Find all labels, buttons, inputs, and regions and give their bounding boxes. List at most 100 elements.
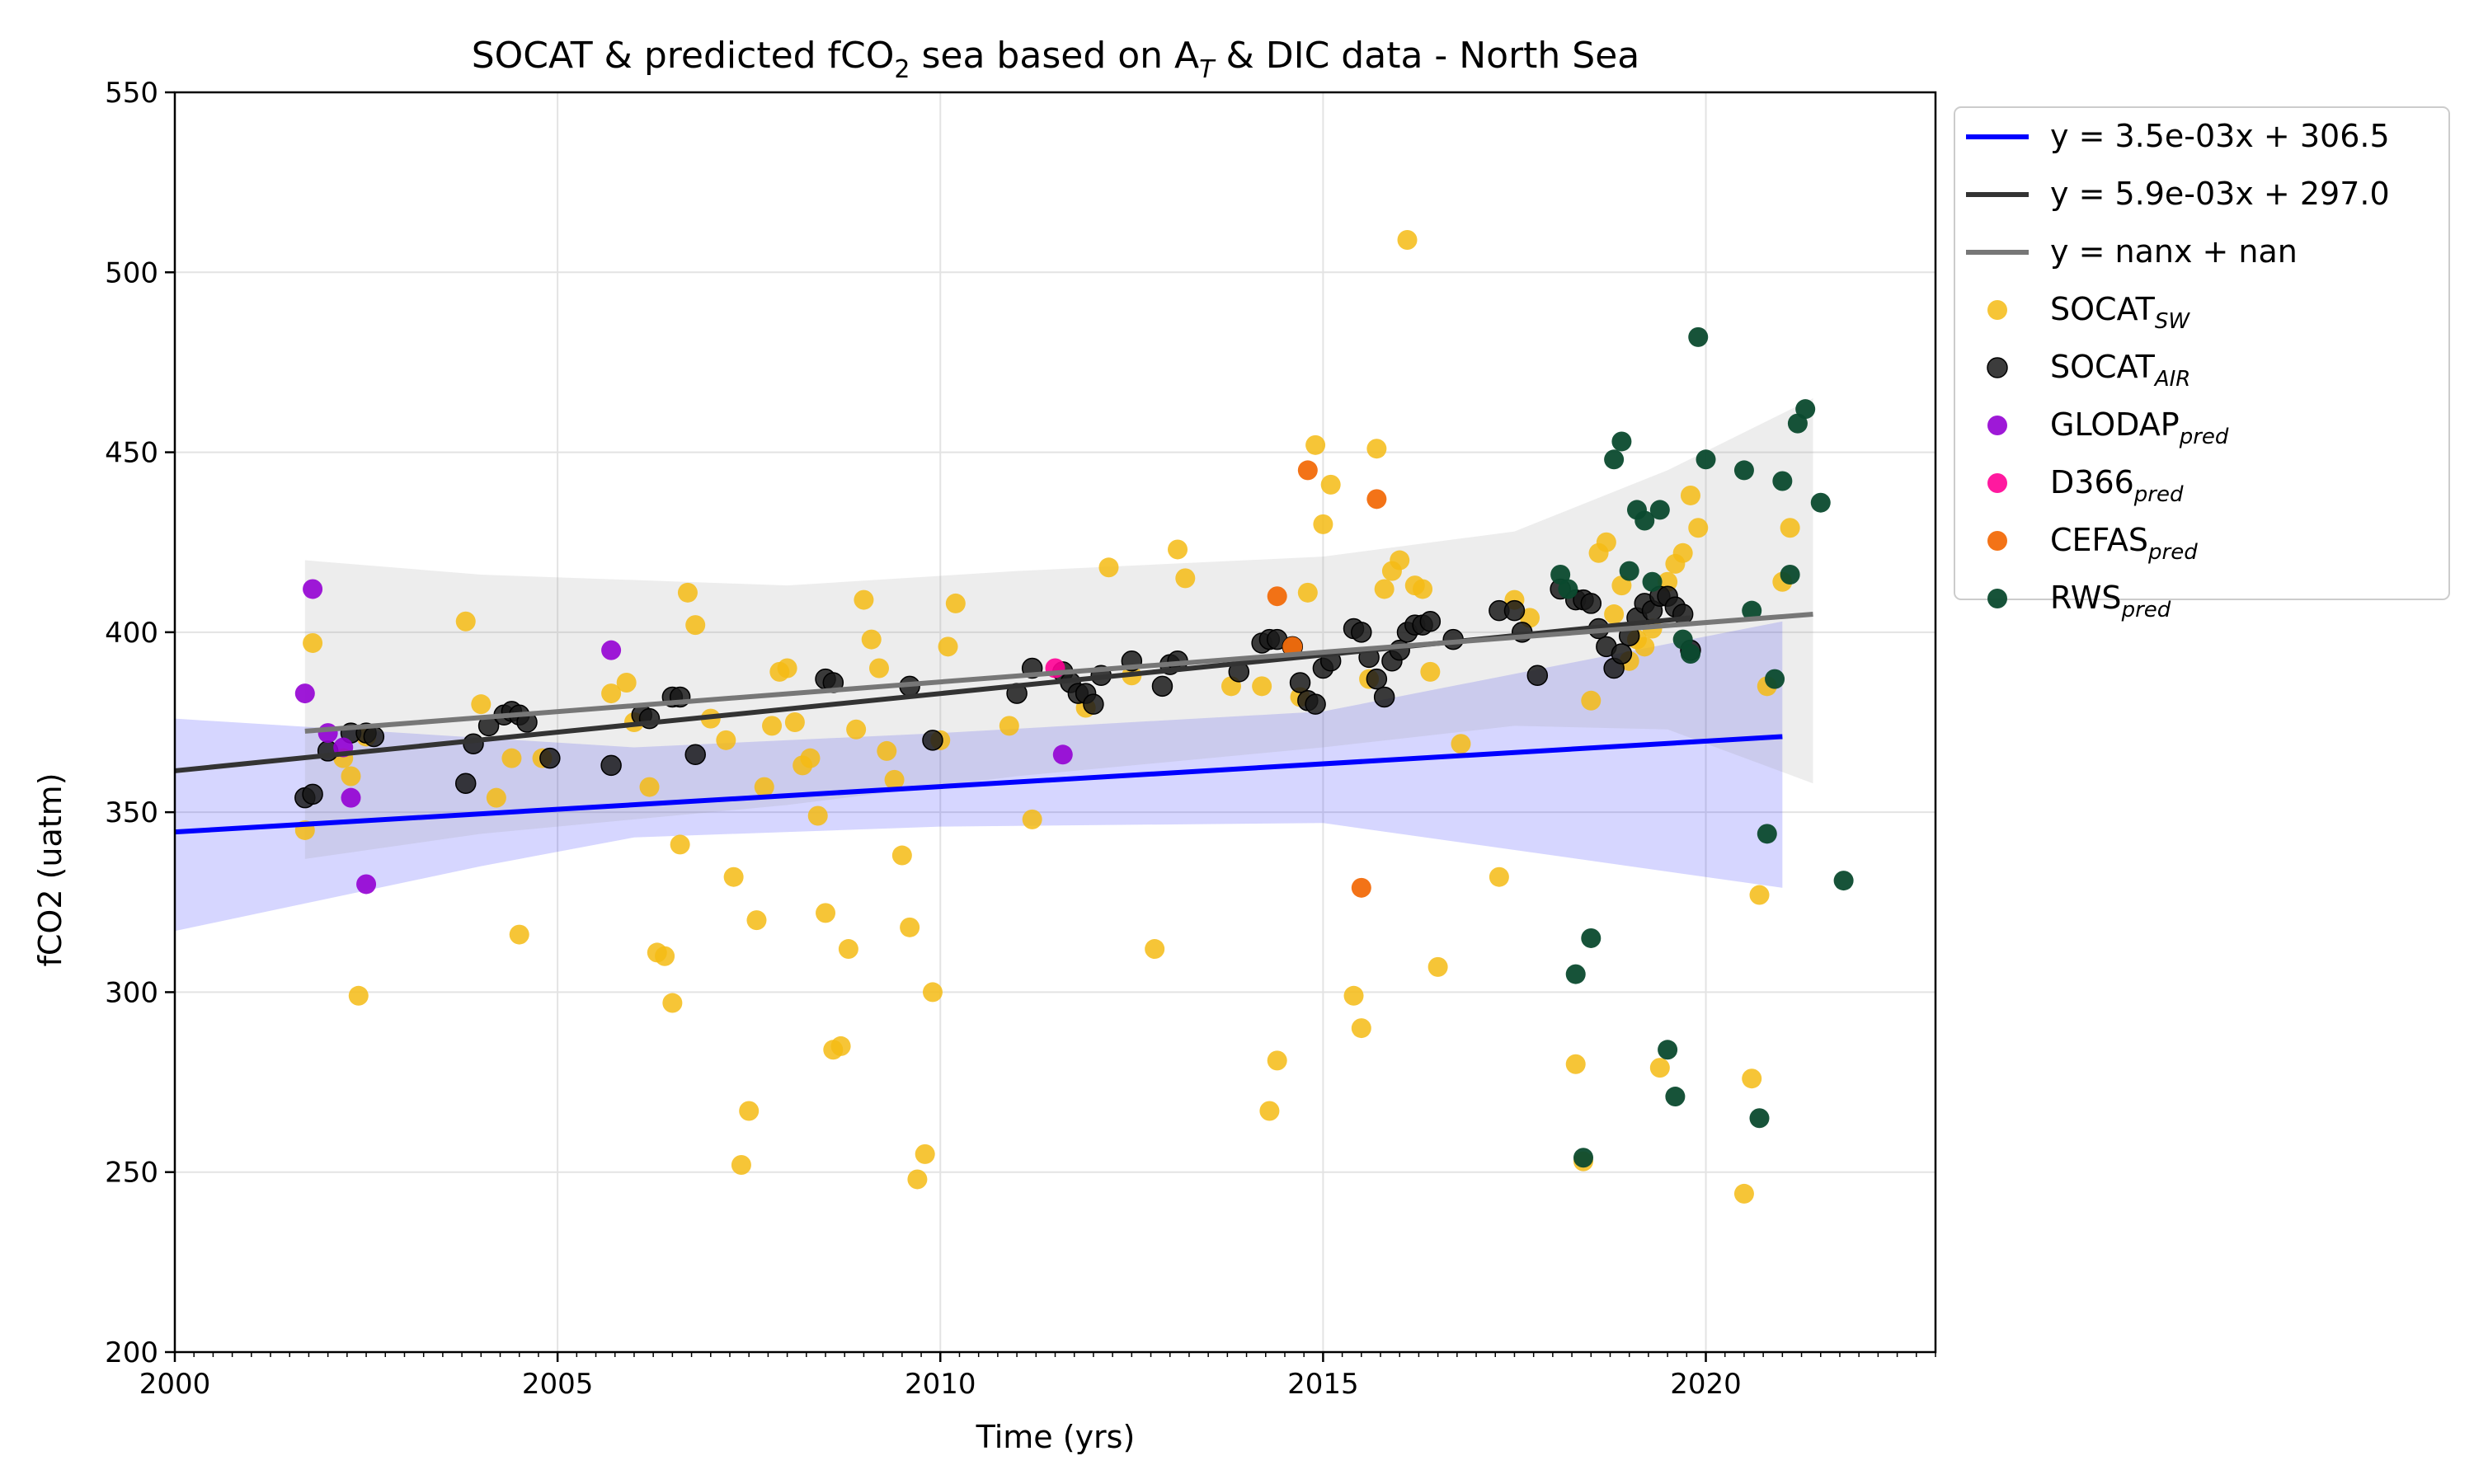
point-socat-air [1289,672,1311,693]
point-socat-sw [1565,1054,1586,1074]
point-rws-pred [1658,1040,1678,1060]
point-glodap-pred [294,683,315,704]
point-socat-sw [455,611,476,632]
point-socat-sw [1390,550,1410,571]
point-rws-pred [1573,1148,1593,1168]
point-socat-sw [754,777,774,797]
point-socat-sw [1098,557,1119,578]
point-socat-sw [601,683,622,704]
fit-lines [174,612,1813,835]
x-tick-label: 2015 [1287,1368,1359,1401]
point-cefas-pred [1267,586,1287,607]
point-socat-sw [777,658,797,679]
point-socat-sw [1343,985,1364,1006]
point-socat-sw [716,730,736,750]
point-socat-air [1503,599,1526,622]
point-socat-sw [784,712,805,732]
point-socat-sw [1742,1068,1762,1089]
point-socat-sw [677,582,698,603]
point-socat-sw [303,632,323,653]
point-socat-sw [884,769,905,790]
point-socat-sw [739,1101,760,1121]
x-tick-label: 2005 [522,1368,594,1401]
point-socat-sw [891,845,912,866]
point-socat-air [1419,611,1442,632]
point-socat-sw [945,593,966,613]
point-rws-pred [1688,326,1709,347]
point-cefas-pred [1297,460,1318,481]
legend-marker-socat-air [1987,357,2008,378]
legend-label-d366-pred: D366pred [2050,464,2184,507]
point-socat-sw [1374,579,1395,599]
legend-label-sub: SW [2155,309,2191,334]
point-socat-sw [830,1036,851,1056]
point-rws-pred [1604,449,1625,470]
title-sub: 2 [894,55,910,84]
point-socat-sw [1680,485,1700,505]
point-socat-air [1305,693,1326,715]
point-rws-pred [1780,565,1800,585]
point-socat-sw [854,589,874,610]
point-socat-sw [1175,568,1196,589]
legend-label-main: RWS [2050,580,2122,616]
point-rws-pred [1765,669,1785,689]
point-rws-pred [1810,492,1831,513]
point-rws-pred [1558,579,1578,599]
y-tick-label: 250 [105,1157,158,1190]
point-rws-pred [1611,431,1632,452]
point-socat-sw [1397,229,1418,250]
point-socat-air [1373,686,1395,708]
point-socat-sw [1320,474,1341,495]
y-tick-label: 300 [105,976,158,1009]
point-rws-pred [1795,399,1816,420]
point-socat-sw [1634,636,1655,657]
point-socat-sw [900,917,920,937]
y-tick-label: 450 [105,437,158,470]
point-glodap-pred [1052,744,1073,765]
title-suffix: & DIC data - North Sea [1214,35,1639,77]
point-socat-sw [471,694,492,715]
point-socat-sw [1168,539,1188,560]
point-socat-sw [509,924,529,945]
legend-marker-glodap-pred [1987,416,2007,435]
point-cefas-pred [1351,877,1371,898]
point-socat-sw [922,982,943,1003]
point-rws-pred [1649,500,1670,520]
point-socat-sw [938,636,958,657]
point-rws-pred [1634,510,1655,531]
point-socat-sw [762,716,783,736]
point-socat-sw [616,672,637,693]
legend-label-gray-fit: y = nanx + nan [2050,233,2298,270]
point-socat-air [1366,668,1388,690]
legend-marker-d366-pred [1987,473,2007,493]
confidence-bands [175,398,1813,932]
title-prefix: SOCAT & predicted fCO [472,35,895,77]
point-socat-sw [639,777,660,797]
point-socat-sw [1451,734,1471,754]
point-glodap-pred [356,874,377,895]
point-socat-sw [1267,1050,1287,1071]
point-rws-pred [1757,824,1777,844]
legend-label-sub: pred [2179,425,2229,449]
x-tick-label: 2010 [905,1368,976,1401]
legend-label-sub: AIR [2153,367,2191,392]
point-socat-air [684,744,706,766]
legend-label-sub: pred [2121,598,2171,622]
point-socat-sw [723,866,744,887]
point-cefas-pred [1366,489,1387,510]
legend-label-socat-air: SOCATAIR [2050,349,2190,392]
legend-label-main: CEFAS [2050,522,2148,558]
point-socat-sw [999,716,1019,736]
legend-label-sub: pred [2147,540,2198,565]
point-rws-pred [1733,460,1754,481]
point-socat-air [454,773,477,794]
point-socat-sw [1297,582,1318,603]
point-socat-sw [1420,661,1441,682]
point-socat-sw [1581,690,1602,711]
point-socat-sw [1688,518,1709,538]
point-glodap-pred [601,640,622,660]
point-rws-pred [1696,449,1716,470]
point-socat-air [1083,693,1104,715]
point-rws-pred [1665,1087,1686,1107]
